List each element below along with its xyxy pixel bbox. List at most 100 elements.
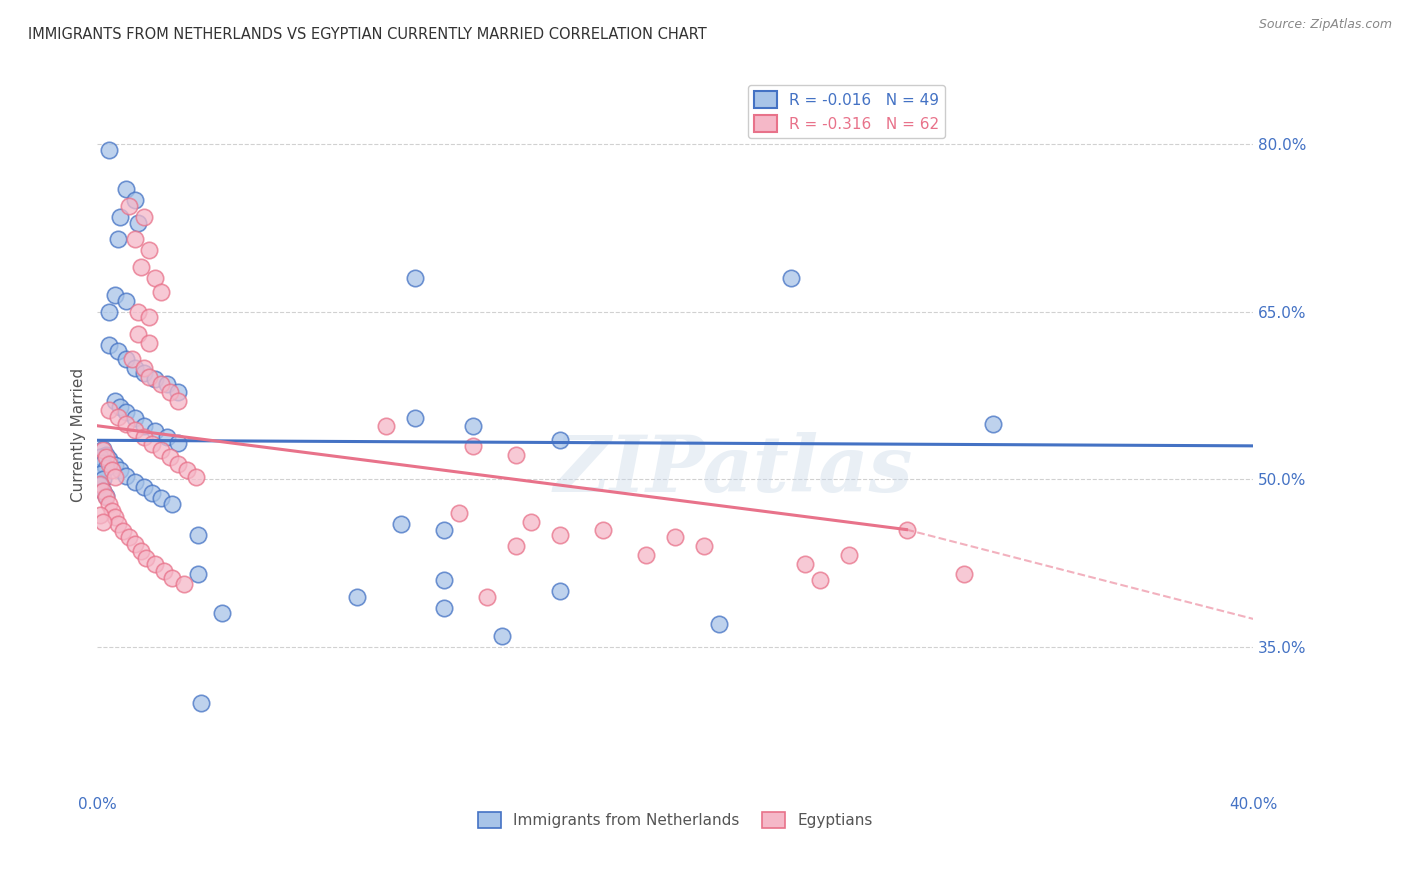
Point — [953, 567, 976, 582]
Point — [132, 210, 155, 224]
Point — [143, 372, 166, 386]
Point — [110, 210, 132, 224]
Point — [101, 503, 124, 517]
Point — [97, 305, 120, 319]
Point — [104, 288, 127, 302]
Point — [91, 483, 114, 498]
Point — [124, 537, 146, 551]
Point — [156, 377, 179, 392]
Point — [115, 417, 138, 431]
Point — [115, 293, 138, 308]
Point — [461, 439, 484, 453]
Point — [592, 523, 614, 537]
Point — [184, 470, 207, 484]
Point — [153, 564, 176, 578]
Point — [104, 394, 127, 409]
Point — [167, 457, 190, 471]
Point — [97, 403, 120, 417]
Point — [94, 461, 117, 475]
Point — [124, 193, 146, 207]
Point — [121, 351, 143, 366]
Point — [520, 515, 543, 529]
Point — [141, 436, 163, 450]
Point — [127, 305, 149, 319]
Point — [664, 530, 686, 544]
Point — [707, 617, 730, 632]
Point — [124, 232, 146, 246]
Point — [162, 571, 184, 585]
Point — [112, 524, 135, 538]
Point — [107, 343, 129, 358]
Point — [91, 515, 114, 529]
Point — [124, 423, 146, 437]
Point — [89, 450, 111, 464]
Point — [104, 510, 127, 524]
Point — [129, 260, 152, 275]
Point — [91, 483, 114, 498]
Point — [176, 463, 198, 477]
Y-axis label: Currently Married: Currently Married — [72, 368, 86, 502]
Point — [110, 463, 132, 477]
Point — [135, 550, 157, 565]
Point — [167, 435, 190, 450]
Point — [808, 573, 831, 587]
Point — [433, 573, 456, 587]
Point — [132, 418, 155, 433]
Point — [104, 470, 127, 484]
Point — [149, 285, 172, 299]
Point — [97, 143, 120, 157]
Point — [693, 539, 716, 553]
Point — [143, 425, 166, 439]
Point — [143, 558, 166, 572]
Point — [149, 443, 172, 458]
Point — [138, 369, 160, 384]
Point — [162, 497, 184, 511]
Point — [115, 182, 138, 196]
Point — [115, 469, 138, 483]
Point — [159, 385, 181, 400]
Point — [375, 418, 398, 433]
Point — [107, 409, 129, 424]
Point — [138, 336, 160, 351]
Point — [97, 457, 120, 471]
Point — [91, 443, 114, 458]
Point — [636, 549, 658, 563]
Text: Source: ZipAtlas.com: Source: ZipAtlas.com — [1258, 18, 1392, 31]
Point — [118, 530, 141, 544]
Point — [548, 528, 571, 542]
Point — [124, 360, 146, 375]
Point — [124, 411, 146, 425]
Point — [159, 450, 181, 464]
Point — [118, 199, 141, 213]
Legend: Immigrants from Netherlands, Egyptians: Immigrants from Netherlands, Egyptians — [472, 805, 879, 834]
Point — [156, 430, 179, 444]
Point — [89, 508, 111, 522]
Point — [129, 543, 152, 558]
Point — [491, 629, 513, 643]
Point — [141, 485, 163, 500]
Point — [89, 478, 111, 492]
Point — [132, 480, 155, 494]
Point — [149, 491, 172, 506]
Point — [97, 338, 120, 352]
Point — [94, 448, 117, 462]
Point — [97, 452, 120, 467]
Point — [167, 394, 190, 409]
Point — [211, 607, 233, 621]
Point — [143, 271, 166, 285]
Point — [101, 463, 124, 477]
Point — [167, 385, 190, 400]
Point — [94, 450, 117, 464]
Point — [190, 696, 212, 710]
Point — [91, 442, 114, 457]
Point — [433, 523, 456, 537]
Point — [433, 600, 456, 615]
Point — [548, 434, 571, 448]
Point — [461, 418, 484, 433]
Text: ZIPatlas: ZIPatlas — [554, 433, 912, 508]
Point — [346, 590, 368, 604]
Point — [115, 351, 138, 366]
Point — [838, 549, 860, 563]
Point — [187, 567, 209, 582]
Point — [104, 458, 127, 472]
